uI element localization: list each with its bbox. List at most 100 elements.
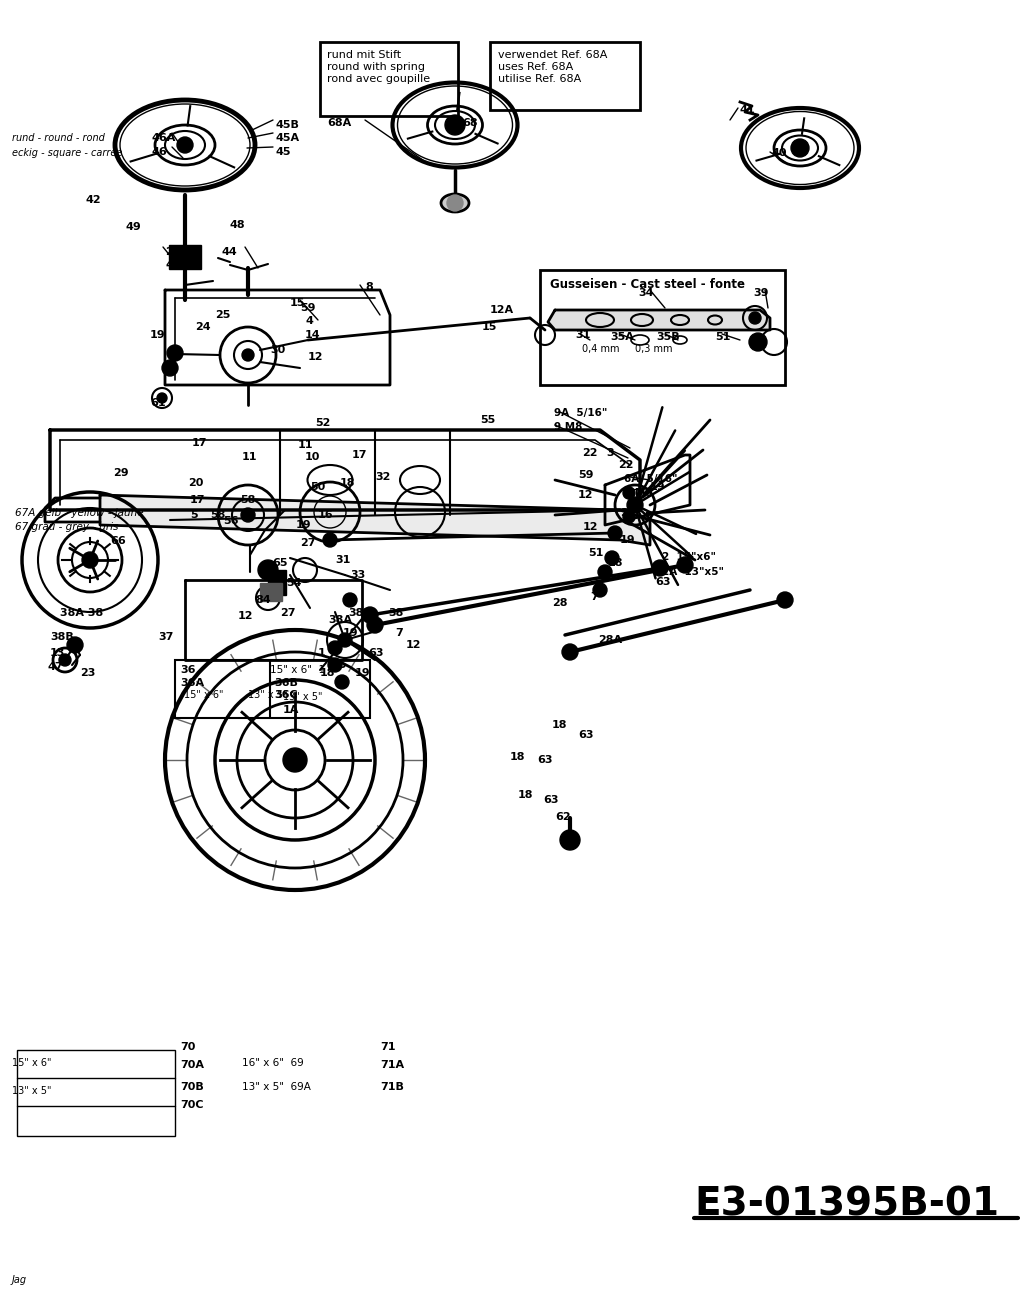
Text: 52: 52 (315, 418, 330, 429)
Text: 12: 12 (406, 640, 421, 649)
Text: 45A: 45A (275, 133, 299, 143)
Text: 32: 32 (375, 473, 390, 482)
Text: 30: 30 (270, 345, 285, 355)
Bar (175, 660, 370, 718)
Text: 23: 23 (80, 667, 95, 678)
Text: E3-01395B-01: E3-01395B-01 (694, 1185, 999, 1223)
Text: 3: 3 (606, 448, 614, 458)
Text: 59: 59 (578, 470, 593, 480)
Text: 20: 20 (188, 478, 203, 488)
Text: 12: 12 (238, 611, 254, 621)
Text: 63: 63 (537, 755, 552, 766)
Text: eckig - square - carrée: eckig - square - carrée (12, 147, 123, 158)
Text: 12: 12 (578, 491, 593, 500)
Circle shape (283, 747, 307, 772)
Text: 36B: 36B (275, 678, 298, 688)
Circle shape (623, 487, 635, 500)
Text: 1: 1 (318, 648, 326, 658)
Circle shape (777, 593, 793, 608)
Text: 11: 11 (241, 452, 258, 462)
Text: 19: 19 (343, 627, 359, 638)
Text: 44: 44 (222, 247, 237, 257)
Text: 19: 19 (150, 330, 165, 340)
Text: 37: 37 (158, 633, 173, 642)
Text: 13" x 5": 13" x 5" (248, 689, 288, 700)
Circle shape (241, 507, 255, 522)
Text: 36: 36 (180, 665, 195, 675)
Text: 14: 14 (305, 330, 321, 340)
Text: 13" x 5": 13" x 5" (283, 692, 322, 702)
Text: 1A: 1A (283, 705, 299, 715)
Text: 6 M8: 6 M8 (624, 488, 652, 498)
Circle shape (605, 551, 619, 565)
Circle shape (335, 675, 349, 689)
Bar (540, 270, 785, 385)
Text: 2  15"x6": 2 15"x6" (662, 553, 716, 562)
Text: 4: 4 (305, 316, 313, 327)
Text: 27: 27 (280, 608, 295, 618)
Text: rund - round - rond: rund - round - rond (12, 133, 105, 143)
Text: 12: 12 (308, 352, 323, 361)
Polygon shape (100, 494, 650, 545)
Text: 31: 31 (575, 330, 590, 340)
Ellipse shape (441, 194, 469, 212)
Text: 38A 38: 38A 38 (60, 608, 103, 618)
Text: 58: 58 (240, 494, 255, 505)
Text: 36C: 36C (275, 689, 297, 700)
Circle shape (791, 139, 809, 158)
Circle shape (178, 137, 193, 154)
Text: 63: 63 (655, 577, 671, 587)
Text: 25: 25 (215, 310, 230, 320)
Text: 51: 51 (588, 547, 604, 558)
Text: 29: 29 (112, 469, 129, 478)
Text: 47: 47 (49, 662, 64, 673)
Text: 71: 71 (380, 1042, 395, 1052)
Text: 55: 55 (480, 414, 495, 425)
Text: 19: 19 (296, 520, 312, 531)
Text: 10: 10 (305, 452, 320, 462)
Bar (320, 43, 458, 116)
Text: 46: 46 (152, 147, 168, 158)
Text: utilise Ref. 68A: utilise Ref. 68A (498, 74, 581, 84)
Text: 18: 18 (320, 667, 335, 678)
Text: 70: 70 (180, 1042, 195, 1052)
Text: 41: 41 (740, 105, 755, 115)
Text: 42: 42 (85, 195, 101, 205)
Circle shape (162, 360, 178, 376)
Text: 15: 15 (482, 321, 497, 332)
Circle shape (82, 553, 98, 568)
Circle shape (652, 560, 668, 576)
Text: 27: 27 (300, 538, 316, 547)
Text: uses Ref. 68A: uses Ref. 68A (498, 62, 573, 72)
Text: 2A  13"x5": 2A 13"x5" (662, 567, 724, 577)
Text: 49: 49 (125, 222, 140, 232)
Text: 13" x 5"  69A: 13" x 5" 69A (241, 1082, 311, 1092)
Circle shape (623, 511, 635, 523)
Text: 45B: 45B (275, 120, 299, 130)
Text: 24: 24 (195, 321, 211, 332)
Text: 28: 28 (552, 598, 568, 608)
Text: 51: 51 (715, 332, 731, 342)
Circle shape (677, 556, 694, 573)
Circle shape (447, 195, 463, 210)
Text: 84: 84 (255, 595, 270, 605)
Text: 12A: 12A (490, 305, 514, 315)
Text: 15: 15 (290, 298, 305, 309)
Text: 38: 38 (388, 608, 404, 618)
Text: 65: 65 (272, 558, 288, 568)
Text: 17: 17 (190, 494, 205, 505)
Text: 68A: 68A (327, 117, 351, 128)
Text: 7: 7 (590, 593, 598, 602)
Text: 15" x 6"  1: 15" x 6" 1 (270, 665, 325, 675)
Text: 43: 43 (165, 259, 181, 270)
Text: rond avec goupille: rond avec goupille (327, 74, 430, 84)
Text: 70C: 70C (180, 1100, 203, 1110)
Text: 13" x 5": 13" x 5" (12, 1086, 52, 1096)
Text: 54: 54 (286, 578, 301, 587)
Bar (490, 43, 640, 110)
Text: 18: 18 (518, 790, 534, 800)
Text: 18: 18 (552, 720, 568, 729)
Text: 68: 68 (462, 117, 478, 128)
Circle shape (59, 655, 71, 666)
Circle shape (241, 349, 254, 361)
